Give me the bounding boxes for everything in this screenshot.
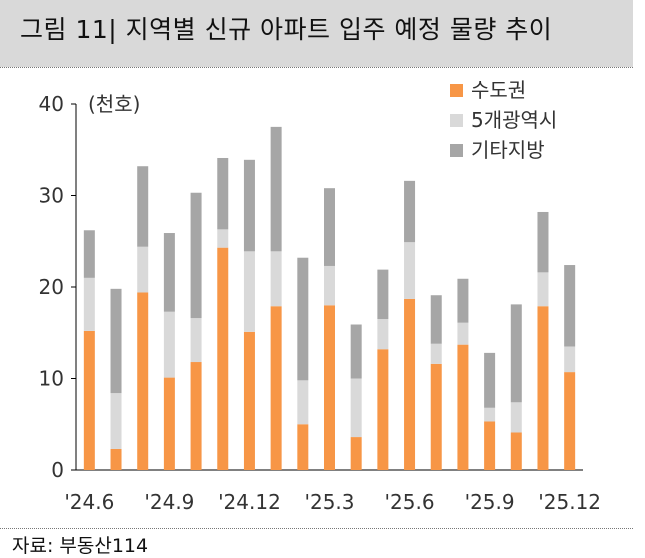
legend-swatch-1 xyxy=(450,84,463,97)
bar-segment-3 xyxy=(270,126,282,252)
bar-segment-1 xyxy=(484,421,496,470)
bar-segment-1 xyxy=(350,437,362,470)
x-tick-label: '25.9 xyxy=(465,490,515,514)
bar-segment-3 xyxy=(377,269,389,320)
bar-segment-3 xyxy=(137,166,149,247)
bar-segment-1 xyxy=(377,349,389,470)
bar-segment-3 xyxy=(350,324,362,379)
bar-segment-3 xyxy=(484,352,496,408)
bar-segment-3 xyxy=(564,265,576,347)
bar-segment-3 xyxy=(83,230,95,278)
chart-bars xyxy=(83,126,576,470)
title-bar: 그림 11| 지역별 신규 아파트 입주 예정 물량 추이 xyxy=(0,0,633,67)
bar-segment-3 xyxy=(457,278,469,323)
bar-segment-1 xyxy=(430,363,442,470)
legend-label-1: 수도권 xyxy=(471,78,526,102)
bar-segment-1 xyxy=(404,298,416,470)
bar-segment-3 xyxy=(190,192,202,319)
title-divider xyxy=(0,67,633,68)
bar-segment-1 xyxy=(137,292,149,470)
bar-segment-2 xyxy=(404,242,416,299)
bar-segment-2 xyxy=(163,311,175,378)
bar-segment-1 xyxy=(110,448,122,470)
bar-segment-2 xyxy=(190,318,202,363)
footer-divider xyxy=(0,528,633,529)
bar-segment-1 xyxy=(270,306,282,470)
bar-segment-2 xyxy=(270,251,282,307)
bar-segment-2 xyxy=(537,272,549,307)
source-note: 자료: 부동산114 xyxy=(12,535,149,557)
bar-segment-3 xyxy=(163,233,175,312)
bar-segment-3 xyxy=(243,159,255,252)
x-tick-label: '25.6 xyxy=(385,490,435,514)
bar-segment-3 xyxy=(430,295,442,344)
x-tick-label: '24.12 xyxy=(218,490,281,514)
legend-swatch-2 xyxy=(450,114,463,127)
bar-segment-2 xyxy=(377,319,389,350)
x-tick-label: '25.3 xyxy=(304,490,354,514)
bar-segment-2 xyxy=(297,380,309,425)
x-tick-label: '24.9 xyxy=(144,490,194,514)
bar-segment-1 xyxy=(217,247,229,470)
bar-segment-2 xyxy=(217,229,229,248)
y-tick-label: 40 xyxy=(39,92,64,116)
bar-segment-3 xyxy=(324,188,335,266)
bar-segment-1 xyxy=(190,362,202,470)
bar-segment-1 xyxy=(297,424,309,470)
legend-label-2: 5개광역시 xyxy=(471,108,557,132)
bar-segment-2 xyxy=(137,246,149,293)
y-unit-label: (천호) xyxy=(88,92,140,116)
bar-segment-1 xyxy=(243,331,255,470)
y-tick-label: 30 xyxy=(39,184,64,208)
bar-segment-1 xyxy=(537,306,549,470)
bar-segment-1 xyxy=(324,305,335,470)
bar-segment-1 xyxy=(83,330,95,470)
bar-segment-3 xyxy=(217,157,229,230)
bar-segment-1 xyxy=(564,372,576,470)
chart-title: 그림 11| 지역별 신규 아파트 입주 예정 물량 추이 xyxy=(20,15,553,44)
x-tick-label: '24.6 xyxy=(64,490,114,514)
bar-segment-2 xyxy=(243,251,255,332)
bar-segment-3 xyxy=(404,180,416,243)
bar-segment-2 xyxy=(484,407,496,422)
bar-segment-2 xyxy=(110,393,122,449)
bar-segment-3 xyxy=(510,304,522,403)
bar-segment-3 xyxy=(297,257,309,381)
stacked-bar-chart: 0 10 20 30 40 (천호) '24.6 '24.9 '24.12 '25.3 '25.6 '… xyxy=(39,78,601,514)
bar-segment-3 xyxy=(110,288,122,394)
y-tick-label: 10 xyxy=(39,367,64,391)
chart-labels: 0 10 20 30 40 (천호) '24.6 '24.9 '24.12 '25.3 '25.6 '… xyxy=(39,92,601,514)
bar-segment-1 xyxy=(510,432,522,470)
bar-segment-2 xyxy=(83,277,95,331)
bar-segment-1 xyxy=(163,377,175,470)
bar-segment-3 xyxy=(537,211,549,273)
bar-segment-2 xyxy=(457,322,469,345)
bar-segment-2 xyxy=(350,378,362,438)
y-tick-label: 20 xyxy=(39,275,64,299)
legend-label-3: 기타지방 xyxy=(471,138,545,162)
legend-swatch-3 xyxy=(450,144,463,157)
y-tick-label: 0 xyxy=(51,458,64,482)
bar-segment-2 xyxy=(510,402,522,433)
bar-segment-2 xyxy=(430,343,442,364)
bar-segment-2 xyxy=(564,346,576,373)
bar-segment-1 xyxy=(457,344,469,470)
bar-segment-2 xyxy=(324,265,335,306)
x-tick-label: '25.12 xyxy=(538,490,601,514)
